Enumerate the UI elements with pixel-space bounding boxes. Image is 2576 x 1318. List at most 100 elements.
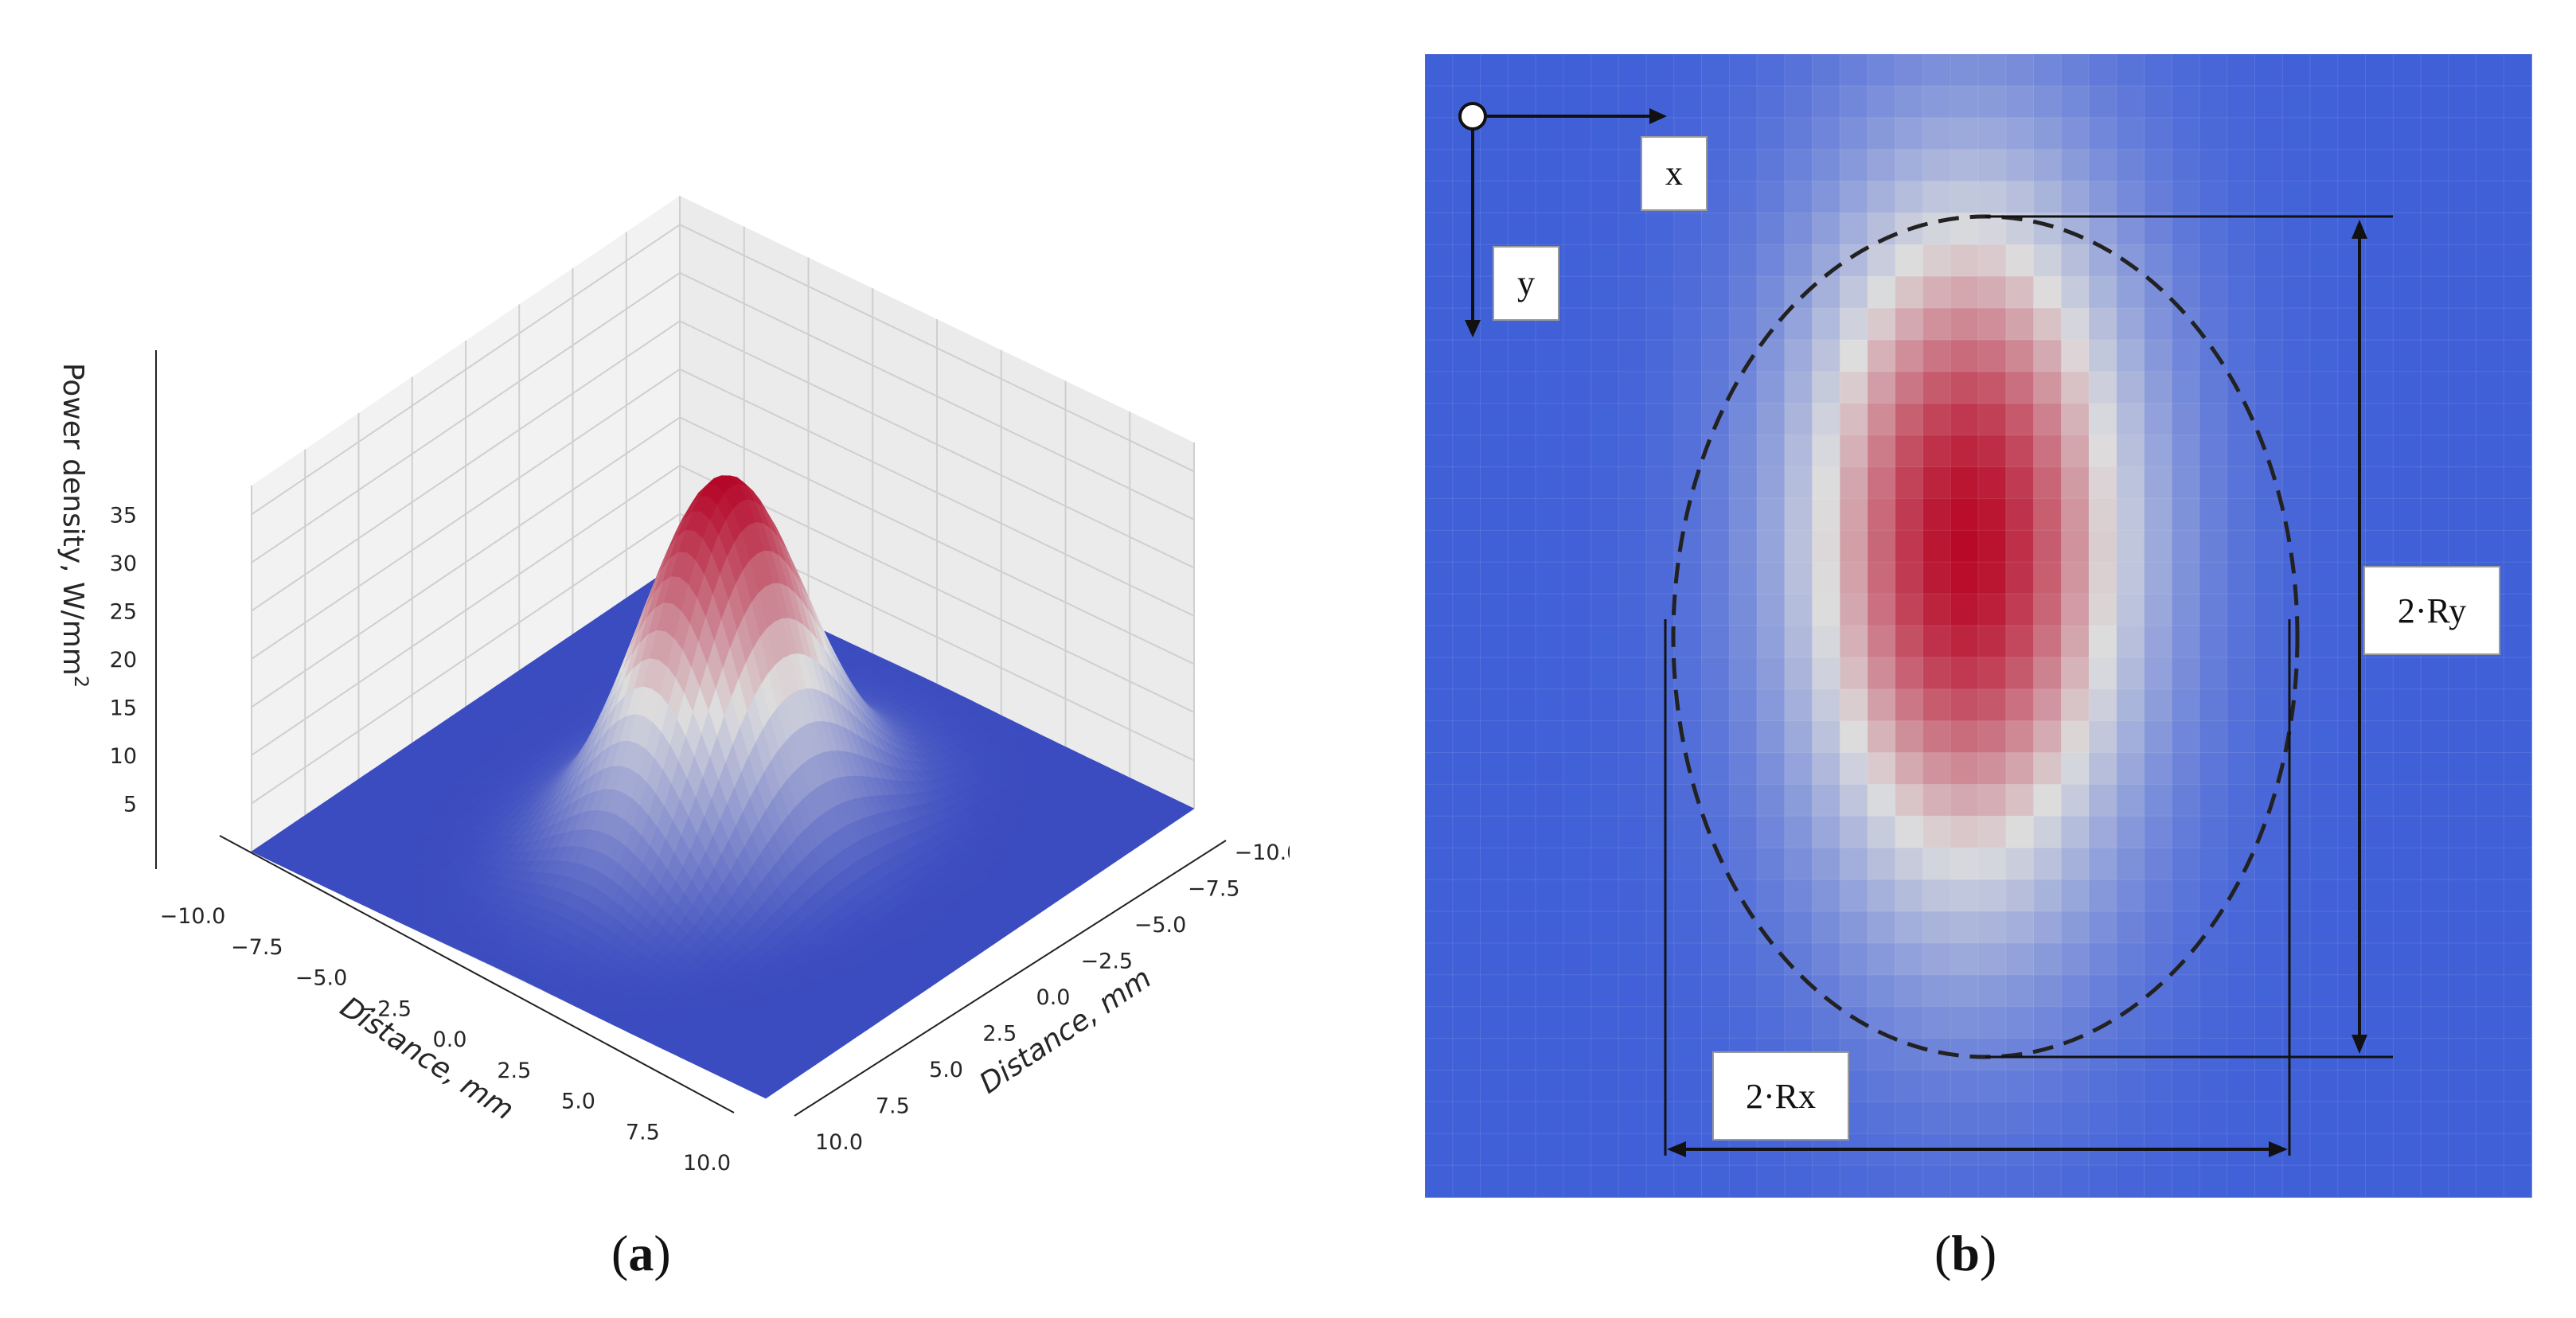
heatmap-cell: [2033, 85, 2063, 119]
heatmap-cell: [2060, 1069, 2090, 1103]
heatmap-cell: [2420, 212, 2449, 246]
heatmap-cell: [1756, 1164, 1786, 1199]
heatmap-cell: [1867, 1069, 1896, 1103]
heatmap-cell: [2171, 339, 2201, 373]
heatmap-cell: [2420, 466, 2449, 500]
heatmap-cell: [1452, 275, 1481, 310]
heatmap-cell: [1507, 339, 1537, 373]
heatmap-cell: [2088, 1133, 2117, 1167]
heatmap-cell: [2199, 879, 2228, 913]
heatmap-cell: [1424, 244, 1454, 278]
heatmap-cell: [2005, 244, 2035, 278]
heatmap-cell: [1452, 688, 1481, 722]
heatmap-cell: [1784, 244, 1813, 278]
heatmap-cell: [1618, 1101, 1648, 1135]
heatmap-cell: [2365, 339, 2395, 373]
heatmap-cell: [2199, 688, 2228, 722]
heatmap-cell: [1590, 181, 1620, 214]
heatmap-cell: [2227, 275, 2256, 310]
heatmap-cell: [1618, 561, 1648, 595]
heatmap-cell: [1922, 244, 1952, 278]
heatmap-cell: [1618, 371, 1648, 405]
heatmap-cell: [1756, 85, 1786, 119]
heatmap-cell: [1839, 1164, 1869, 1199]
heatmap-cell: [1590, 625, 1620, 659]
heatmap-cell: [2199, 466, 2228, 500]
heatmap-cell: [2392, 1006, 2422, 1039]
heatmap-cell: [1895, 53, 1924, 88]
heatmap-cell: [1922, 275, 1952, 310]
heatmap-cell: [1867, 117, 1896, 151]
heatmap-cell: [2309, 911, 2339, 945]
heatmap-cell: [1728, 53, 1758, 88]
heatmap-cell: [1480, 688, 1509, 722]
heatmap-cell: [2116, 181, 2145, 214]
heatmap-cell: [2171, 561, 2201, 595]
heatmap-cell: [2116, 307, 2145, 341]
heatmap-cell: [2337, 625, 2367, 659]
heatmap-cell: [1812, 1006, 1841, 1039]
heatmap-cell: [2199, 657, 2228, 691]
heatmap-cell: [1977, 561, 2007, 595]
heatmap-cell: [2171, 53, 2201, 88]
heatmap-cell: [2199, 85, 2228, 119]
heatmap-cell: [2088, 720, 2117, 754]
heatmap-cell: [1563, 275, 1592, 310]
heatmap-cell: [1784, 625, 1813, 659]
heatmap-cell: [1701, 371, 1731, 405]
heatmap-cell: [2337, 275, 2367, 310]
heatmap-cell: [1452, 339, 1481, 373]
heatmap-cell: [1977, 815, 2007, 849]
heatmap-cell: [2281, 688, 2312, 722]
heatmap-cell: [2060, 435, 2090, 468]
heatmap-cell: [1535, 625, 1564, 659]
heatmap-cell: [1895, 1038, 1924, 1071]
heatmap-cell: [1507, 307, 1537, 341]
heatmap-cell: [1756, 307, 1786, 341]
heatmap-cell: [1922, 561, 1952, 595]
heatmap-cell: [1507, 688, 1537, 722]
heatmap-cell: [1839, 911, 1869, 945]
heatmap-cell: [1507, 1069, 1537, 1103]
heatmap-cell: [1812, 181, 1841, 214]
heatmap-cell: [1756, 371, 1786, 405]
heatmap-cell: [1590, 85, 1620, 119]
heatmap-cell: [1922, 339, 1952, 373]
heatmap-cell: [2116, 561, 2145, 595]
heatmap-cell: [2392, 752, 2422, 786]
heatmap-cell: [2337, 847, 2367, 881]
heatmap-cell: [1867, 1133, 1896, 1167]
heatmap-cell: [1701, 561, 1731, 595]
heatmap-cell: [1424, 435, 1454, 468]
heatmap-cell: [1728, 466, 1758, 500]
heatmap-cell: [2116, 117, 2145, 151]
heatmap-cell: [1950, 435, 1980, 468]
heatmap-cell: [2227, 307, 2256, 341]
heatmap-cell: [1756, 244, 1786, 278]
heatmap-cell: [1867, 1038, 1896, 1071]
heatmap-cell: [2060, 529, 2090, 563]
heatmap-cell: [1645, 1038, 1675, 1071]
heatmap-cell: [2309, 1006, 2339, 1039]
heatmap-cell: [2116, 720, 2145, 754]
heatmap-cell: [2060, 212, 2090, 246]
heatmap-cell: [1756, 974, 1786, 1008]
y-tick-label: 10.0: [815, 1130, 863, 1155]
heatmap-cell: [2033, 1069, 2063, 1103]
heatmap-cell: [2005, 783, 2035, 817]
heatmap-cell: [2033, 752, 2063, 786]
heatmap-cell: [1950, 783, 1980, 817]
heatmap-cell: [1922, 657, 1952, 691]
heatmap-cell: [2005, 85, 2035, 119]
heatmap-cell: [1673, 593, 1703, 627]
heatmap-cell: [1535, 403, 1564, 436]
heatmap-cell: [2171, 275, 2201, 310]
heatmap-cell: [1452, 657, 1481, 691]
heatmap-cell: [1673, 1038, 1703, 1071]
heatmap-cell: [2281, 1006, 2312, 1039]
heatmap-cell: [1563, 212, 1592, 246]
heatmap-cell: [2005, 815, 2035, 849]
heatmap-cell: [1590, 720, 1620, 754]
heatmap-cell: [2033, 275, 2063, 310]
heatmap-cell: [1867, 149, 1896, 182]
